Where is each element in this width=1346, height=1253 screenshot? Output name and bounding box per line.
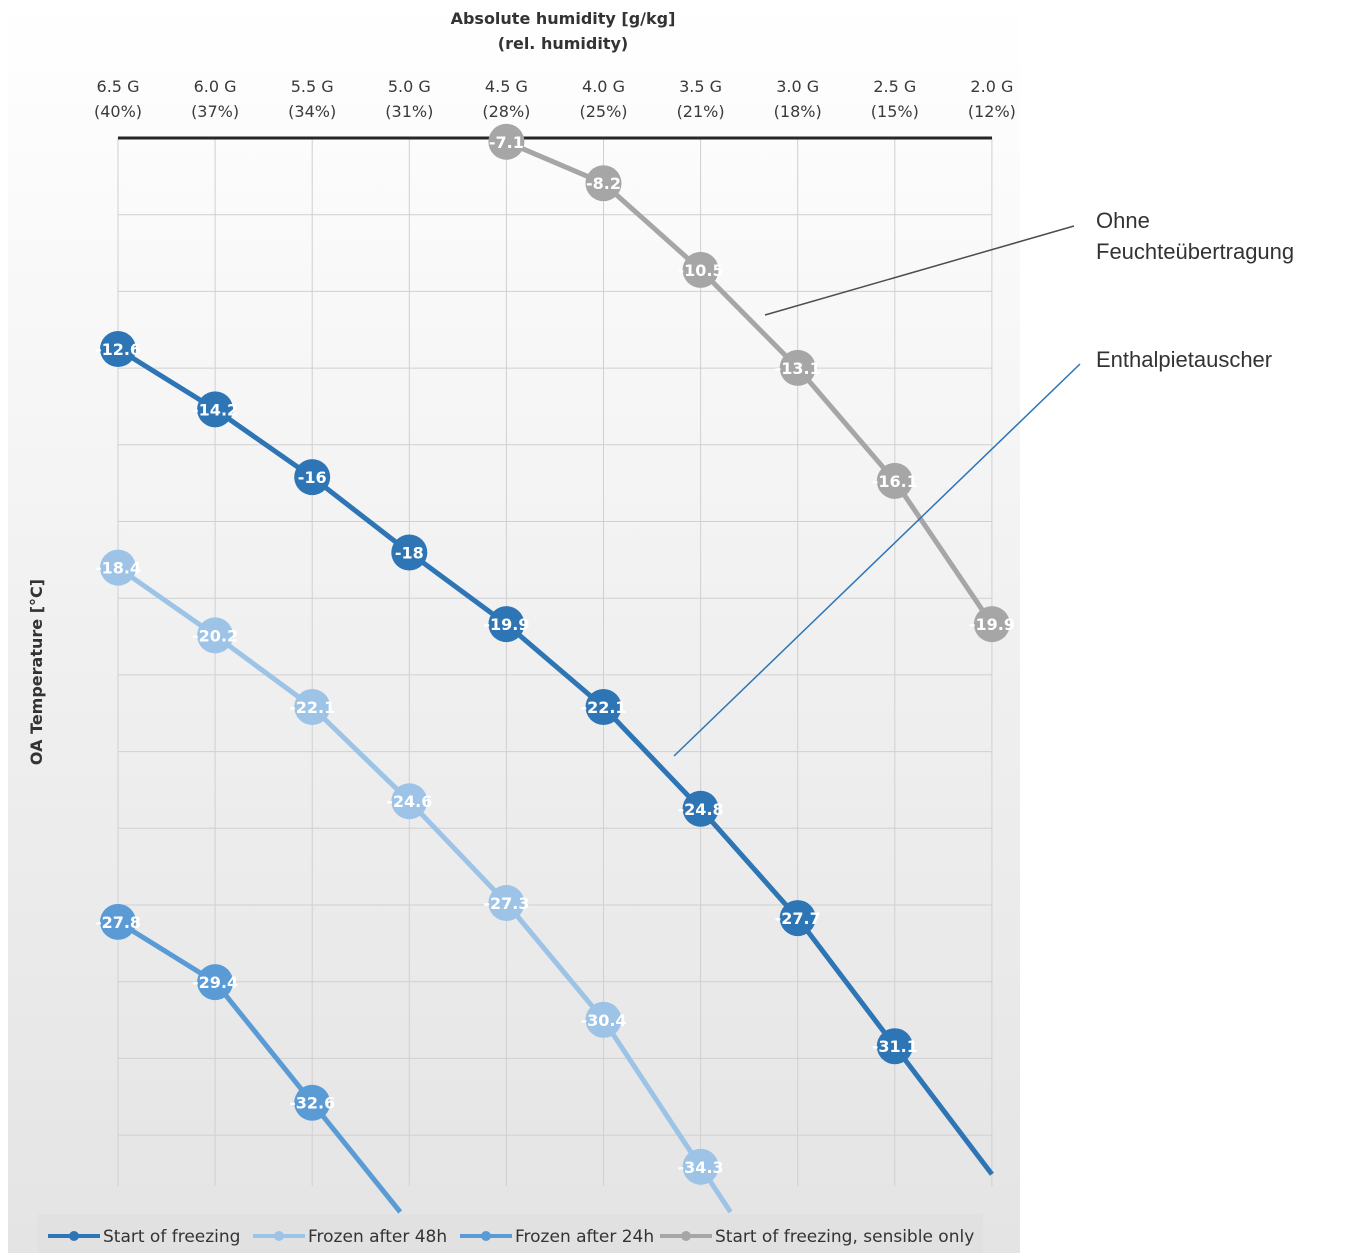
data-point [197, 391, 234, 428]
data-label: -29.4 [192, 973, 238, 992]
annotation-ohne-line2: Feuchteübertragung [1096, 239, 1295, 264]
data-point [100, 903, 136, 940]
legend-swatch-marker [69, 1231, 79, 1241]
x-axis-title: Absolute humidity [g/kg] [451, 9, 676, 28]
data-label: -10.5 [678, 261, 724, 280]
data-point [197, 964, 234, 1001]
x-tick-label: 3.0 G [776, 77, 819, 96]
data-label: -12.6 [95, 340, 141, 359]
x-tick-label: 6.5 G [97, 77, 140, 96]
data-label: -13.1 [775, 359, 821, 378]
x-tick-label: 4.5 G [485, 77, 528, 96]
data-label: -18.4 [95, 559, 141, 578]
data-label: -22.1 [580, 698, 626, 717]
x-tick-label: 5.0 G [388, 77, 431, 96]
data-label: -27.8 [95, 913, 141, 932]
x-tick-sublabel: (37%) [191, 102, 239, 121]
series-line [505, 139, 994, 626]
data-point [876, 1028, 913, 1065]
data-point [682, 1148, 719, 1185]
x-tick-sublabel: (18%) [774, 102, 822, 121]
data-point [488, 606, 525, 643]
data-point [779, 900, 816, 937]
data-label: -16.1 [872, 472, 918, 491]
legend-background [38, 1214, 983, 1253]
x-tick-sublabel: (40%) [94, 102, 142, 121]
x-tick-sublabel: (34%) [288, 102, 336, 121]
data-point [197, 617, 234, 654]
series-3: -7.1 -8.2 -10.5 -13.1 -16.1 -19.9 [488, 123, 1015, 643]
data-label: -14.2 [192, 400, 238, 419]
data-point [682, 251, 719, 288]
data-point [585, 165, 622, 202]
series-2: -27.8 -29.4 -32.6 [95, 903, 403, 1214]
legend-swatch-marker [681, 1231, 691, 1241]
series-line [116, 565, 733, 1214]
series-1: -18.4 -20.2 -22.1 -24.6 -27.3 -30.4 -34.3 [95, 549, 733, 1214]
x-tick-sublabel: (21%) [677, 102, 725, 121]
data-point [391, 783, 428, 820]
data-label: -19.9 [483, 615, 529, 634]
legend-swatch-marker [274, 1231, 284, 1241]
data-label: -16 [298, 468, 327, 487]
x-tick-labels: 6.5 G (40%) 6.0 G (37%) 5.5 G (34%) 5.0 G (31%)… [94, 77, 1016, 121]
series-line [116, 346, 994, 1176]
data-point [294, 689, 331, 726]
data-point [100, 549, 136, 586]
data-point [488, 884, 525, 921]
data-point [682, 790, 719, 827]
data-label: -27.3 [483, 894, 529, 913]
data-label: -24.6 [386, 792, 432, 811]
x-tick-sublabel: (31%) [385, 102, 433, 121]
data-label: -27.7 [775, 909, 821, 928]
y-axis-title: OA Temperature [°C] [27, 579, 46, 765]
legend: Start of freezing Frozen after 48h Frozen … [38, 1214, 983, 1253]
data-point [294, 459, 331, 496]
x-tick-sublabel: (12%) [968, 102, 1016, 121]
legend-label: Start of freezing, sensible only [715, 1227, 974, 1247]
data-label: -24.8 [678, 800, 724, 819]
data-point [100, 331, 136, 368]
chart-panel: Absolute humidity [g/kg] (rel. humidity)… [8, 0, 1020, 1253]
data-point [585, 689, 622, 726]
data-point [391, 534, 428, 571]
x-tick-label: 2.5 G [873, 77, 916, 96]
data-label: -30.4 [580, 1011, 626, 1030]
data-label: -18 [395, 544, 424, 563]
data-label: -34.3 [678, 1158, 724, 1177]
x-tick-sublabel: (25%) [579, 102, 627, 121]
x-tick-label: 3.5 G [679, 77, 722, 96]
annotation-enthalpie: Enthalpietauscher [1096, 347, 1273, 372]
legend-label: Frozen after 24h [515, 1227, 654, 1247]
annotation-ohne-line1: Ohne [1096, 208, 1150, 233]
legend-label: Frozen after 48h [308, 1227, 447, 1247]
data-point [294, 1084, 331, 1121]
x-tick-label: 2.0 G [970, 77, 1013, 96]
data-label: -7.1 [489, 133, 524, 152]
x-tick-label: 6.0 G [194, 77, 237, 96]
data-label: -31.1 [872, 1037, 918, 1056]
x-tick-sublabel: (28%) [482, 102, 530, 121]
data-label: -19.9 [969, 615, 1015, 634]
series-0: -12.6 -14.2 -16 -18 -19.9 -22.1 -24.8 -27.7 -31.… [95, 331, 994, 1176]
data-label: -8.2 [586, 174, 621, 193]
series-line [116, 919, 403, 1214]
series-layer: -12.6 -14.2 -16 -18 -19.9 -22.1 -24.8 -27.7 -31.… [95, 123, 1015, 1214]
data-point [585, 1001, 622, 1038]
data-label: -22.1 [289, 698, 335, 717]
x-tick-label: 5.5 G [291, 77, 334, 96]
legend-swatch-marker [481, 1231, 491, 1241]
x-axis-subtitle: (rel. humidity) [498, 34, 628, 53]
annotation-ohne: Ohne Feuchteübertragung [1096, 205, 1294, 267]
data-label: -32.6 [289, 1094, 335, 1113]
x-tick-label: 4.0 G [582, 77, 625, 96]
data-point [488, 123, 525, 160]
chart-svg: Absolute humidity [g/kg] (rel. humidity)… [27, 9, 1016, 1253]
legend-label: Start of freezing [103, 1227, 240, 1247]
x-tick-sublabel: (15%) [871, 102, 919, 121]
data-label: -20.2 [192, 626, 238, 645]
